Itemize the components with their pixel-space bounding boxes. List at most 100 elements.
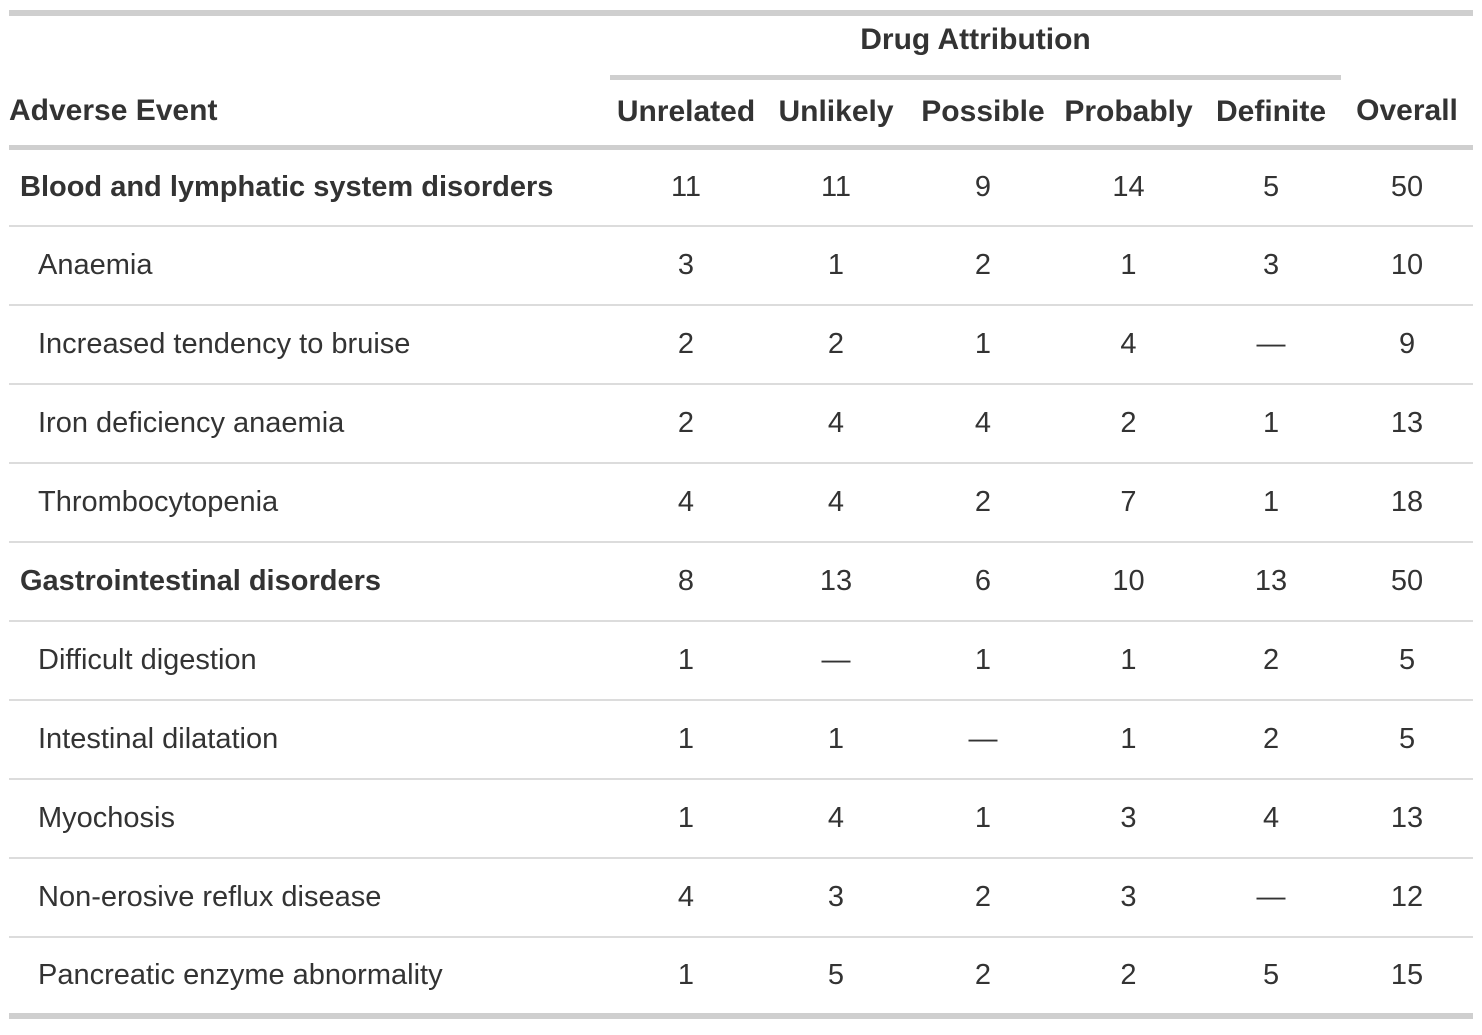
value-cell: 1 xyxy=(974,328,992,360)
value-cell: 13 xyxy=(819,565,853,597)
table-header: Drug Attribution Adverse Event Unrelated U… xyxy=(9,13,1474,150)
value-cell: 2 xyxy=(827,328,845,360)
value-cell: 18 xyxy=(1390,486,1424,518)
value-cell: 4 xyxy=(827,486,845,518)
table-row: Increased tendency to bruise 2 2 1 4 — 9 xyxy=(9,305,1474,384)
row-label: Non-erosive reflux disease xyxy=(38,881,382,913)
value-cell: 1 xyxy=(677,959,695,991)
row-label: Difficult digestion xyxy=(38,644,257,676)
value-cell: 4 xyxy=(827,407,845,439)
value-cell: 2 xyxy=(677,328,695,360)
value-cell: 1 xyxy=(1262,407,1280,439)
value-cell: 4 xyxy=(827,802,845,834)
value-cell: 13 xyxy=(1254,565,1288,597)
table-row: Pancreatic enzyme abnormality 1 5 2 2 5 15 xyxy=(9,937,1473,1016)
value-cell: 2 xyxy=(1262,644,1280,676)
value-cell: 3 xyxy=(827,881,845,913)
value-cell: 10 xyxy=(1112,565,1145,597)
spanner-label-drug-attribution: Drug Attribution xyxy=(610,13,1342,80)
spanner-gap-right xyxy=(1341,13,1473,77)
value-cell: — xyxy=(1256,328,1286,360)
value-cell: — xyxy=(968,723,998,755)
value-cell: 15 xyxy=(1390,959,1424,991)
value-cell: 1 xyxy=(1120,644,1137,676)
value-cell: 1 xyxy=(1120,249,1137,281)
table-body: Blood and lymphatic system disorders 11 11… xyxy=(9,147,1474,1016)
row-label: Iron deficiency anaemia xyxy=(38,407,345,439)
value-cell: 4 xyxy=(1120,328,1137,360)
value-cell: — xyxy=(821,644,851,676)
table-row: Thrombocytopenia 4 4 2 7 1 18 xyxy=(9,463,1474,542)
value-cell: 5 xyxy=(1398,723,1416,755)
value-cell: 50 xyxy=(1390,170,1424,203)
row-group-label: Gastrointestinal disorders xyxy=(20,565,381,597)
column-header-definite: Definite xyxy=(1201,77,1342,150)
value-cell: 3 xyxy=(1120,881,1137,913)
column-header-overall: Overall xyxy=(1341,77,1474,150)
column-header-adverse-event: Adverse Event xyxy=(9,77,610,150)
row-label: Thrombocytopenia xyxy=(38,486,279,518)
value-cell: 11 xyxy=(670,170,702,203)
value-cell: 14 xyxy=(1112,170,1145,203)
value-cell: 4 xyxy=(974,407,992,439)
value-cell: 8 xyxy=(677,565,695,597)
table-row: Gastrointestinal disorders 8 13 6 10 13 50 xyxy=(9,542,1474,621)
table-row: Anaemia 3 1 2 1 3 10 xyxy=(9,226,1474,305)
value-cell: 3 xyxy=(1120,802,1137,834)
value-cell: 13 xyxy=(1390,802,1424,834)
spanner-gap-left xyxy=(9,13,610,77)
spanner-row: Drug Attribution xyxy=(9,13,1473,80)
value-cell: 1 xyxy=(677,723,695,755)
value-cell: 9 xyxy=(1398,328,1416,360)
value-cell: 5 xyxy=(1398,644,1416,676)
value-cell: 7 xyxy=(1120,486,1137,518)
value-cell: 1 xyxy=(827,249,845,281)
row-group-label: Blood and lymphatic system disorders xyxy=(20,170,554,203)
column-header-possible: Possible xyxy=(910,77,1056,150)
row-label: Intestinal dilatation xyxy=(38,723,279,755)
table-row: Iron deficiency anaemia 2 4 4 2 1 13 xyxy=(9,384,1474,463)
value-cell: 1 xyxy=(677,644,695,676)
table-row: Intestinal dilatation 1 1 — 1 2 5 xyxy=(9,700,1474,779)
value-cell: 4 xyxy=(677,881,695,913)
value-cell: 5 xyxy=(1262,959,1280,991)
value-cell: 10 xyxy=(1390,249,1424,281)
value-cell: 2 xyxy=(1120,407,1137,439)
value-cell: 2 xyxy=(1262,723,1280,755)
value-cell: 11 xyxy=(820,170,852,203)
value-cell: 2 xyxy=(974,959,992,991)
table-row: Myochosis 1 4 1 3 4 13 xyxy=(9,779,1474,858)
column-header-unrelated: Unrelated xyxy=(610,77,762,150)
value-cell: 4 xyxy=(1262,802,1280,834)
value-cell: 1 xyxy=(974,644,992,676)
value-cell: 2 xyxy=(1120,959,1137,991)
column-header-row: Adverse Event Unrelated Unlikely Possible Pr… xyxy=(9,77,1474,150)
row-label: Anaemia xyxy=(38,249,153,281)
value-cell: 1 xyxy=(974,802,992,834)
value-cell: 13 xyxy=(1390,407,1424,439)
value-cell: 2 xyxy=(974,881,992,913)
column-header-unlikely: Unlikely xyxy=(762,77,910,150)
value-cell: 12 xyxy=(1390,881,1424,913)
row-label: Increased tendency to bruise xyxy=(38,328,411,360)
value-cell: 1 xyxy=(1120,723,1137,755)
row-label: Pancreatic enzyme abnormality xyxy=(38,959,443,991)
table-row: Non-erosive reflux disease 4 3 2 3 — 12 xyxy=(9,858,1474,937)
value-cell: 3 xyxy=(1262,249,1280,281)
adverse-events-table: Drug Attribution Adverse Event Unrelated U… xyxy=(9,10,1474,1019)
value-cell: — xyxy=(1256,881,1286,913)
table-row: Blood and lymphatic system disorders 11 11… xyxy=(9,147,1474,226)
value-cell: 3 xyxy=(677,249,695,281)
value-cell: 50 xyxy=(1390,565,1424,597)
value-cell: 1 xyxy=(1262,486,1280,518)
value-cell: 1 xyxy=(827,723,845,755)
value-cell: 2 xyxy=(974,249,992,281)
value-cell: 2 xyxy=(974,486,992,518)
column-header-probably: Probably xyxy=(1056,77,1201,150)
row-label: Myochosis xyxy=(38,802,175,834)
value-cell: 4 xyxy=(677,486,695,518)
table-row: Difficult digestion 1 — 1 1 2 5 xyxy=(9,621,1474,700)
value-cell: 5 xyxy=(1262,170,1280,203)
value-cell: 2 xyxy=(677,407,695,439)
